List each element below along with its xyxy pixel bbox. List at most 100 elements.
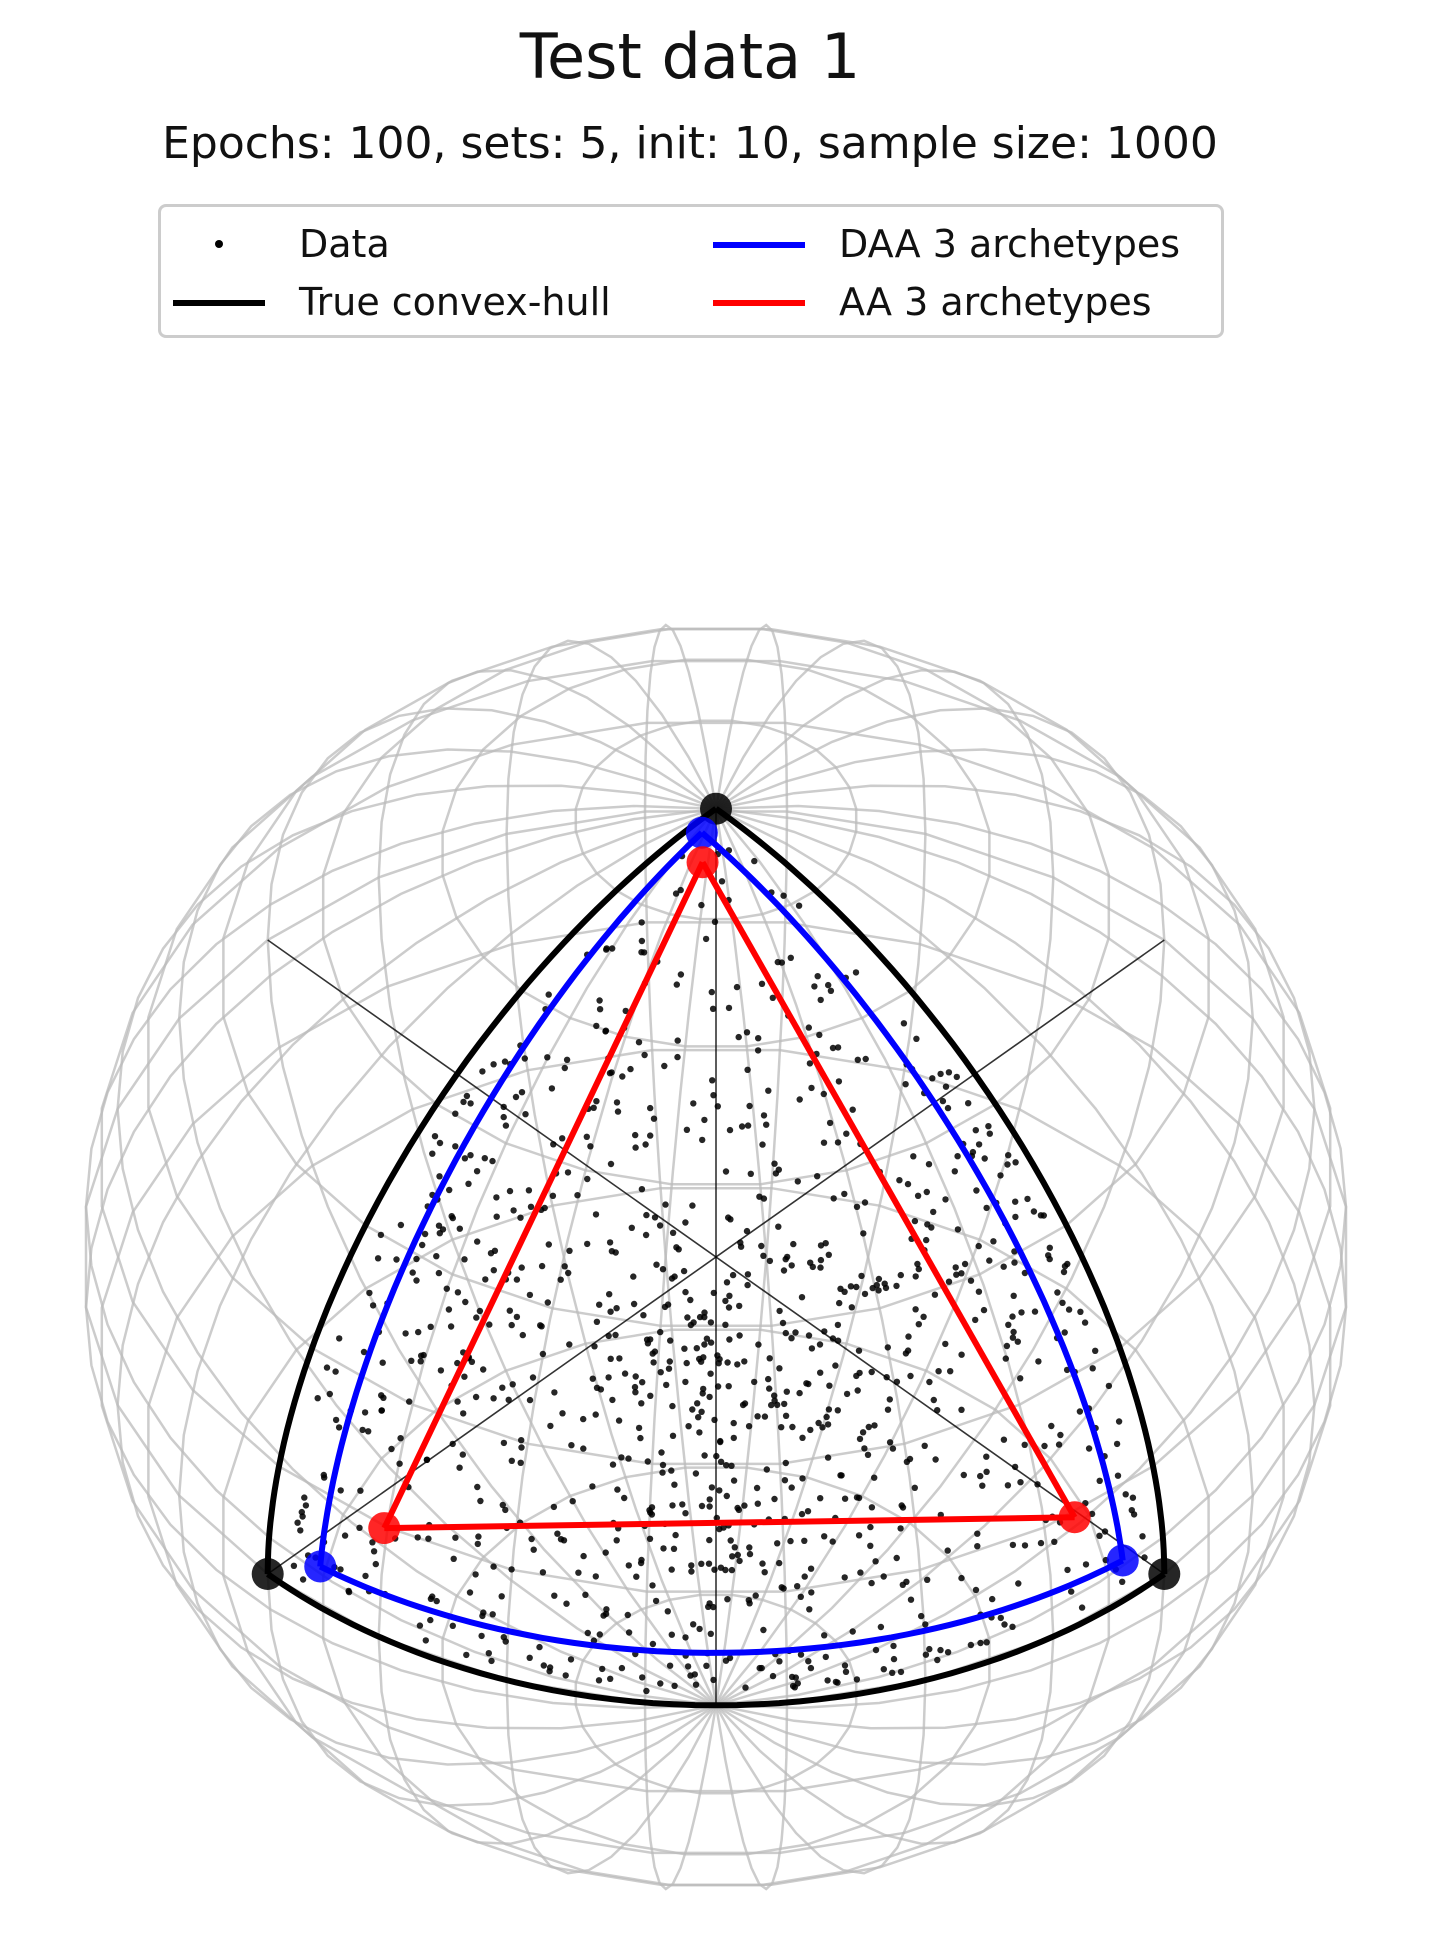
- data-point: [545, 1241, 552, 1248]
- data-point: [860, 1230, 867, 1237]
- data-point: [836, 1299, 843, 1307]
- data-point: [314, 1395, 321, 1402]
- data-point: [360, 1348, 368, 1356]
- data-point: [915, 1321, 922, 1328]
- longitude-line: [643, 623, 718, 1706]
- data-point: [710, 1676, 717, 1684]
- data-point: [393, 1256, 400, 1263]
- longitude-line: [177, 807, 717, 1766]
- data-point: [796, 1096, 803, 1103]
- data-point: [926, 1378, 933, 1386]
- data-point: [883, 1374, 890, 1381]
- data-point: [564, 1169, 572, 1176]
- data-point: [605, 1374, 612, 1381]
- data-point: [463, 1651, 470, 1659]
- data-point: [466, 1589, 474, 1596]
- data-point: [569, 1498, 576, 1505]
- data-point: [935, 1368, 942, 1375]
- data-point: [830, 1195, 837, 1202]
- data-point: [508, 1321, 515, 1329]
- data-point: [302, 1502, 310, 1509]
- data-point: [921, 1442, 928, 1450]
- data-point: [738, 1123, 746, 1130]
- data-point: [297, 1527, 304, 1534]
- data-point: [685, 1423, 692, 1430]
- data-point: [983, 1204, 990, 1212]
- data-point: [853, 1203, 861, 1211]
- data-point: [929, 1075, 936, 1082]
- data-point: [972, 1127, 979, 1134]
- data-point: [1009, 1334, 1017, 1341]
- data-point: [597, 1386, 605, 1393]
- data-point: [752, 1592, 759, 1599]
- data-point: [1011, 1259, 1018, 1266]
- data-point: [356, 1524, 363, 1532]
- data-point: [724, 1359, 731, 1366]
- data-point: [625, 1455, 632, 1462]
- data-point: [695, 1414, 702, 1421]
- data-point: [1010, 1328, 1017, 1336]
- data-point: [681, 1345, 688, 1352]
- data-point: [798, 1294, 806, 1301]
- data-point: [621, 1494, 628, 1502]
- legend-swatch-data: [173, 219, 265, 269]
- data-point: [711, 918, 719, 925]
- data-point: [435, 1222, 443, 1229]
- data-point: [609, 1396, 616, 1404]
- data-point: [323, 1364, 331, 1371]
- data-point: [294, 1519, 301, 1526]
- data-point: [671, 1481, 678, 1488]
- data-point: [603, 1606, 610, 1613]
- data-point: [490, 1061, 497, 1068]
- data-point: [821, 1328, 828, 1335]
- data-point: [722, 1566, 729, 1574]
- data-point: [824, 1421, 832, 1428]
- data-point: [479, 1068, 486, 1075]
- data-point: [501, 1058, 509, 1065]
- data-point: [627, 1065, 634, 1073]
- data-point: [459, 1451, 466, 1458]
- data-point: [820, 1139, 828, 1146]
- legend-swatch-true-hull: [173, 277, 265, 327]
- data-point: [794, 1680, 801, 1687]
- data-point: [1048, 1422, 1055, 1430]
- data-point: [500, 1113, 507, 1121]
- data-point: [369, 1302, 377, 1309]
- data-point: [904, 1347, 912, 1354]
- data-point: [336, 1335, 343, 1342]
- data-point: [1065, 1306, 1073, 1313]
- data-point: [817, 1495, 824, 1502]
- data-point: [461, 1155, 469, 1162]
- data-point: [427, 1595, 435, 1603]
- data-point: [759, 1560, 766, 1567]
- data-point: [877, 1623, 885, 1631]
- data-point: [631, 1383, 639, 1391]
- data-point: [1105, 1382, 1113, 1390]
- data-point: [837, 1285, 844, 1293]
- data-point: [461, 1256, 468, 1263]
- data-point: [607, 1355, 614, 1363]
- data-point: [490, 1563, 497, 1570]
- data-point: [945, 1069, 953, 1076]
- data-point: [557, 1276, 564, 1283]
- data-point: [474, 1238, 481, 1245]
- data-point: [872, 1646, 880, 1654]
- data-point: [449, 1214, 456, 1222]
- data-point: [548, 1085, 556, 1092]
- data-point: [774, 1540, 781, 1547]
- data-point: [546, 1664, 554, 1671]
- data-point: [1017, 1375, 1024, 1382]
- data-point: [779, 1319, 787, 1327]
- data-point: [668, 1631, 675, 1638]
- data-point: [443, 1285, 450, 1292]
- data-point: [609, 945, 616, 952]
- data-point: [337, 1566, 344, 1573]
- data-point: [682, 1510, 689, 1517]
- data-point: [897, 1525, 904, 1532]
- data-point: [301, 1494, 308, 1501]
- data-point: [834, 1407, 841, 1414]
- data-point: [713, 1514, 720, 1522]
- data-point: [665, 1365, 673, 1372]
- data-point: [456, 1464, 463, 1471]
- hull-vertex: [1148, 1558, 1181, 1590]
